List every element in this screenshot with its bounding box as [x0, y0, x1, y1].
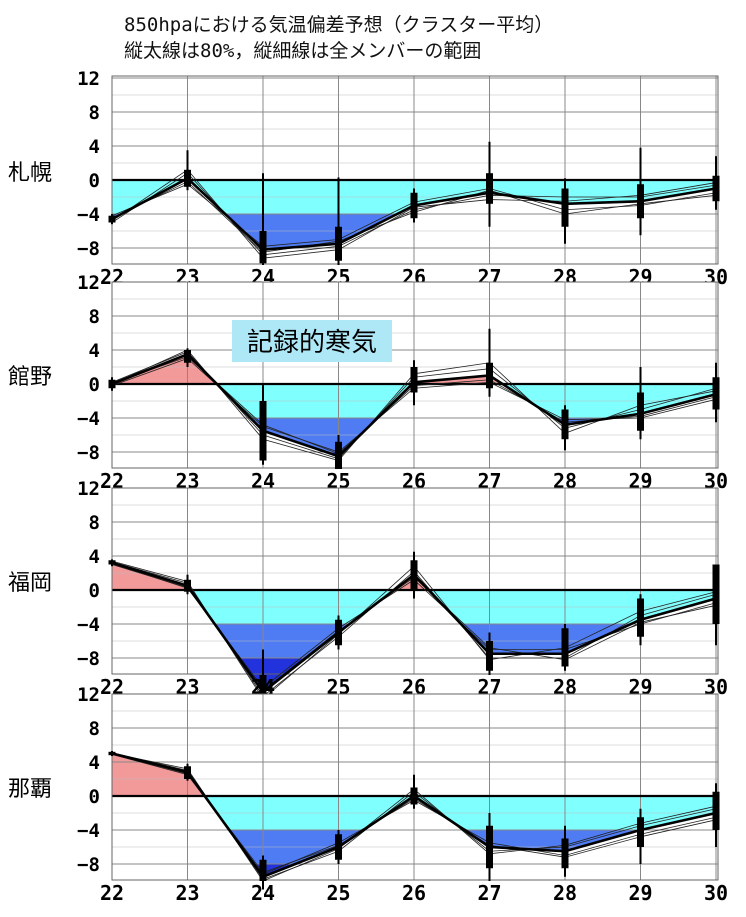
- y-tick-label: 0: [89, 374, 100, 396]
- annotation: 記録的寒気: [232, 320, 392, 362]
- y-tick-label: 12: [77, 68, 100, 90]
- y-tick-label: −8: [77, 442, 100, 464]
- x-tick-label: 26: [402, 881, 426, 905]
- negative-anomaly-area: [204, 796, 716, 877]
- y-tick-label: −8: [77, 854, 100, 876]
- chart-subtitle: 縦太線は80%，縦細線は全メンバーの範囲: [124, 40, 482, 62]
- y-tick-label: 4: [89, 340, 100, 362]
- y-tick-label: 12: [77, 684, 100, 706]
- annotation-text: 記録的寒気: [247, 328, 377, 358]
- panel-label: 札幌: [8, 161, 52, 186]
- x-tick-label: 24: [251, 881, 275, 905]
- y-tick-label: 0: [89, 786, 100, 808]
- y-tick-label: 8: [89, 512, 100, 534]
- y-tick-label: 12: [77, 272, 100, 294]
- positive-anomaly-area: [112, 562, 429, 590]
- panel-label: 館野: [8, 365, 52, 390]
- plot-bg: [112, 76, 718, 264]
- y-tick-label: 12: [77, 478, 100, 500]
- y-tick-label: 8: [89, 718, 100, 740]
- chart-title: 850hpaにおける気温偏差予想（クラスター平均）: [124, 14, 554, 36]
- y-tick-label: −8: [77, 238, 100, 260]
- plot-border: [111, 75, 719, 265]
- y-tick-label: 8: [89, 102, 100, 124]
- panel-label: 福岡: [8, 571, 52, 596]
- x-tick-label: 23: [175, 881, 199, 905]
- y-tick-label: −4: [77, 614, 100, 636]
- x-tick-label: 29: [628, 881, 652, 905]
- annotation-bg: [232, 320, 392, 362]
- plot-border: [111, 693, 719, 881]
- positive-anomaly-area: [112, 354, 503, 384]
- positive-anomaly-area: [112, 753, 205, 796]
- y-tick-label: 0: [89, 170, 100, 192]
- y-tick-label: 4: [89, 546, 100, 568]
- panel-3: 12 8 4 0 −4 −822 23 24 25 26 27 28 29 30 那覇: [8, 684, 728, 905]
- negative-anomaly-area: [190, 590, 716, 692]
- x-tick-label: 22: [100, 881, 124, 905]
- y-tick-label: 8: [89, 306, 100, 328]
- y-tick-label: −4: [77, 408, 100, 430]
- panel-label: 那覇: [8, 777, 52, 802]
- x-tick-label: 27: [477, 881, 501, 905]
- y-tick-label: 4: [89, 136, 100, 158]
- y-tick-label: −4: [77, 204, 100, 226]
- y-tick-label: −8: [77, 648, 100, 670]
- y-tick-label: 0: [89, 580, 100, 602]
- y-tick-label: −4: [77, 820, 100, 842]
- x-tick-label: 30: [704, 881, 728, 905]
- x-tick-label: 25: [326, 881, 350, 905]
- plot-border: [111, 281, 719, 469]
- x-tick-label: 28: [553, 881, 577, 905]
- y-tick-label: 4: [89, 752, 100, 774]
